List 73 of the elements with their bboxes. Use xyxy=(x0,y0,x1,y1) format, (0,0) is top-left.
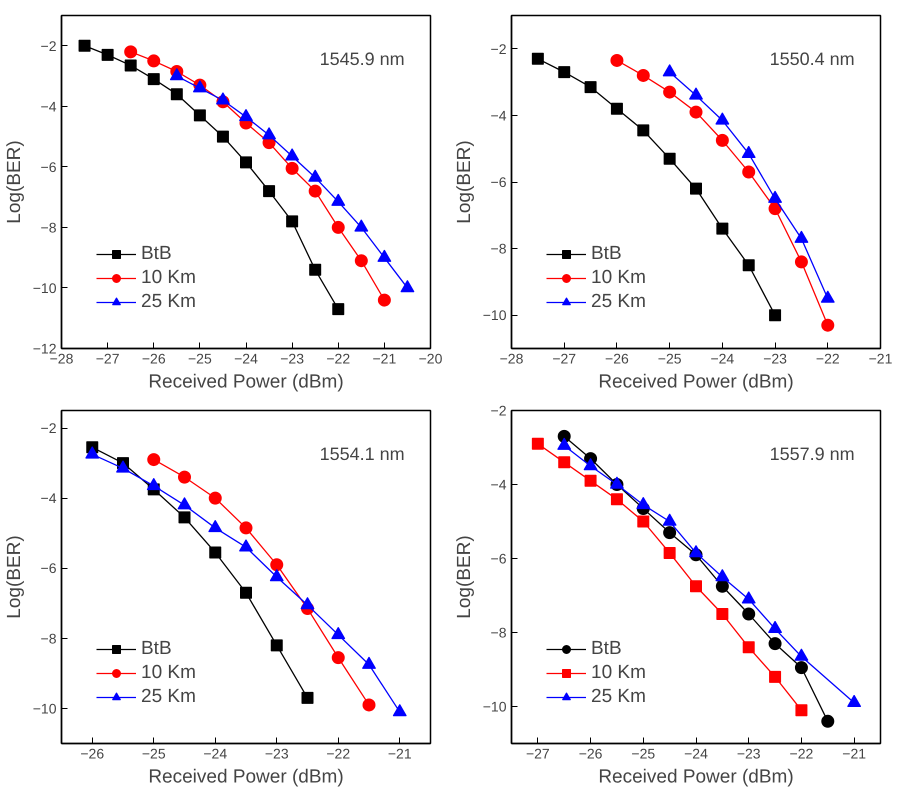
x-tick-label: −24 xyxy=(684,746,708,762)
x-tick-label: −22 xyxy=(326,746,350,762)
y-tick-label: −8 xyxy=(490,240,507,257)
x-tick-label: −21 xyxy=(372,350,396,366)
x-axis-title: Received Power (dBm) xyxy=(148,766,344,788)
x-tick-label: −27 xyxy=(96,350,120,366)
y-tick-label: −2 xyxy=(490,402,507,418)
y-tick-label: −6 xyxy=(40,560,57,576)
x-tick-label: −24 xyxy=(234,350,258,366)
y-tick-label: −8 xyxy=(40,219,57,236)
y-axis-title: Log(BER) xyxy=(4,535,25,619)
x-axis-title: Received Power (dBm) xyxy=(148,372,344,392)
y-tick-label: −2 xyxy=(40,38,57,54)
x-tick-label: −21 xyxy=(388,746,412,762)
y-tick-label: −2 xyxy=(490,40,507,57)
y-tick-label: −10 xyxy=(32,700,57,716)
x-tick-label: −26 xyxy=(605,350,630,366)
x-tick-label: −21 xyxy=(868,350,893,366)
annotation: 1557.9 nm xyxy=(770,444,855,464)
x-tick-label: −27 xyxy=(552,350,576,366)
x-tick-label: −22 xyxy=(816,350,840,366)
x-axis-title: Received Power (dBm) xyxy=(598,766,794,788)
legend-label: BtB xyxy=(591,243,622,265)
legend-label: 25 Km xyxy=(591,686,646,708)
x-tick-label: −25 xyxy=(658,350,682,366)
x-tick-label: −23 xyxy=(280,350,304,366)
legend-label: 25 Km xyxy=(591,291,646,313)
x-tick-label: −25 xyxy=(188,350,212,366)
y-tick-label: −10 xyxy=(482,698,507,714)
annotation: 1554.1 nm xyxy=(320,444,405,464)
y-axis-title: Log(BER) xyxy=(454,535,475,619)
x-tick-label: −24 xyxy=(710,350,734,366)
x-tick-label: −20 xyxy=(418,350,443,366)
legend-label: 10 Km xyxy=(591,267,646,289)
x-axis-title: Received Power (dBm) xyxy=(598,372,794,392)
y-tick-label: −4 xyxy=(40,98,57,114)
x-tick-label: −26 xyxy=(80,746,104,762)
x-tick-label: −28 xyxy=(500,350,524,366)
x-tick-label: −26 xyxy=(142,350,166,366)
x-tick-label: −23 xyxy=(763,350,788,366)
x-tick-label: −22 xyxy=(326,350,350,366)
legend-label: 25 Km xyxy=(141,686,196,708)
legend-label: BtB xyxy=(141,638,172,660)
legend-label: 10 Km xyxy=(141,662,196,684)
legend-label: BtB xyxy=(591,638,622,660)
y-tick-label: −6 xyxy=(490,550,507,566)
x-tick-label: −22 xyxy=(790,746,814,762)
legend-label: 10 Km xyxy=(591,662,646,684)
y-tick-label: −10 xyxy=(32,280,57,296)
y-axis-title: Log(BER) xyxy=(454,140,475,224)
legend-label: BtB xyxy=(141,243,172,265)
x-tick-label: −25 xyxy=(142,746,166,762)
y-tick-label: −10 xyxy=(482,307,507,324)
x-tick-label: −24 xyxy=(203,746,228,762)
x-tick-label: −27 xyxy=(526,746,550,762)
y-tick-label: −8 xyxy=(40,630,57,646)
legend-label: 10 Km xyxy=(141,267,196,289)
y-tick-label: −4 xyxy=(40,490,57,506)
y-tick-label: −4 xyxy=(490,476,507,492)
y-tick-label: −8 xyxy=(490,624,507,640)
y-tick-label: −4 xyxy=(490,107,507,124)
annotation: 1550.4 nm xyxy=(770,48,855,69)
x-tick-label: −21 xyxy=(842,746,866,762)
x-tick-label: −23 xyxy=(736,746,761,762)
y-tick-label: −2 xyxy=(40,420,57,436)
y-tick-label: −6 xyxy=(40,158,57,175)
annotation: 1545.9 nm xyxy=(320,48,405,69)
x-tick-label: −26 xyxy=(578,746,603,762)
x-tick-label: −25 xyxy=(631,746,656,762)
y-axis-title: Log(BER) xyxy=(4,140,25,224)
x-tick-label: −23 xyxy=(264,746,289,762)
y-tick-label: −6 xyxy=(490,174,507,190)
legend-label: 25 Km xyxy=(141,291,196,313)
